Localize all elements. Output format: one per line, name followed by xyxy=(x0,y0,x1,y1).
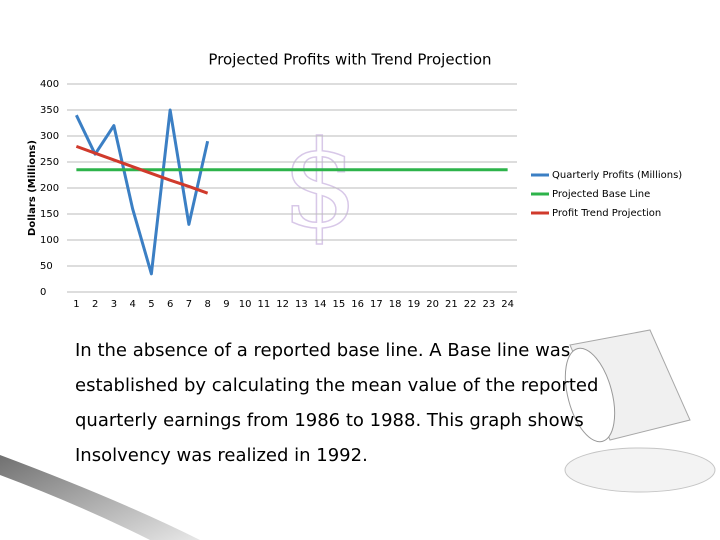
x-tick-label: 6 xyxy=(167,299,173,310)
x-tick-label: 11 xyxy=(258,299,271,310)
x-tick-label: 20 xyxy=(426,299,439,310)
y-tick-label: 400 xyxy=(40,79,59,90)
body-line: established by calculating the mean valu… xyxy=(75,375,598,396)
x-tick-label: 13 xyxy=(295,299,308,310)
y-tick-label: 0 xyxy=(40,287,46,298)
x-tick-label: 22 xyxy=(464,299,477,310)
series-line xyxy=(75,144,209,195)
corner-decoration xyxy=(0,455,200,540)
x-tick-label: 14 xyxy=(314,299,327,310)
legend-label: Quarterly Profits (Millions) xyxy=(552,170,682,181)
body-line: Insolvency was realized in 1992. xyxy=(75,445,368,466)
x-tick-label: 3 xyxy=(111,299,117,310)
y-tick-label: 50 xyxy=(40,261,53,272)
x-tick-label: 10 xyxy=(239,299,252,310)
legend-label: Projected Base Line xyxy=(552,189,650,200)
y-tick-label: 100 xyxy=(40,235,59,246)
y-tick-label: 150 xyxy=(40,209,59,220)
x-tick-label: 1 xyxy=(73,299,79,310)
x-tick-label: 7 xyxy=(186,299,192,310)
y-tick-label: 300 xyxy=(40,131,59,142)
x-tick-label: 19 xyxy=(408,299,421,310)
y-axis-label: Dollars (Millions) xyxy=(27,140,38,236)
body-text: In the absence of a reported base line. … xyxy=(75,340,598,466)
x-tick-label: 9 xyxy=(223,299,229,310)
x-tick-label: 12 xyxy=(276,299,289,310)
x-tick-label: 21 xyxy=(445,299,458,310)
x-tick-label: 16 xyxy=(351,299,364,310)
chart-title: Projected Profits with Trend Projection xyxy=(208,51,491,69)
y-tick-label: 250 xyxy=(40,157,59,168)
series-line xyxy=(75,108,210,276)
body-line: quarterly earnings from 1986 to 1988. Th… xyxy=(75,410,584,431)
y-tick-label: 350 xyxy=(40,105,59,116)
x-tick-label: 24 xyxy=(501,299,514,310)
x-tick-label: 23 xyxy=(483,299,496,310)
x-tick-label: 18 xyxy=(389,299,402,310)
x-tick-label: 4 xyxy=(129,299,135,310)
x-tick-label: 15 xyxy=(333,299,346,310)
y-tick-label: 200 xyxy=(40,183,59,194)
x-tick-label: 8 xyxy=(204,299,210,310)
bucket-image xyxy=(564,329,716,493)
body-line: In the absence of a reported base line. … xyxy=(75,340,570,361)
x-tick-label: 5 xyxy=(148,299,154,310)
x-tick-label: 2 xyxy=(92,299,98,310)
x-tick-label: 17 xyxy=(370,299,383,310)
legend-label: Profit Trend Projection xyxy=(552,208,661,219)
dollar-watermark: $ xyxy=(282,116,358,255)
